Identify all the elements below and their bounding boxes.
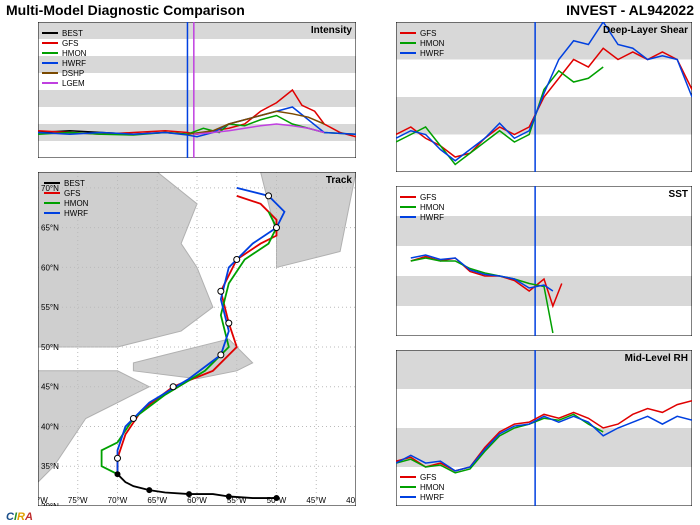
svg-text:Intensity: Intensity	[311, 25, 353, 36]
svg-text:LGEM: LGEM	[62, 79, 85, 88]
panel-intensity: 02040608010012014016021Oct00z22Oct00z23O…	[38, 22, 356, 158]
svg-text:HWRF: HWRF	[420, 49, 444, 58]
svg-text:GFS: GFS	[420, 29, 436, 38]
svg-text:60°N: 60°N	[41, 263, 59, 272]
cira-logo: CIRA	[6, 511, 33, 523]
svg-text:70°N: 70°N	[41, 184, 59, 193]
svg-text:Deep-Layer Shear: Deep-Layer Shear	[603, 25, 688, 36]
svg-text:40°N: 40°N	[41, 422, 59, 431]
svg-text:35°N: 35°N	[41, 462, 59, 471]
svg-text:HMON: HMON	[420, 39, 445, 48]
svg-text:HMON: HMON	[64, 199, 89, 208]
svg-text:HWRF: HWRF	[420, 213, 444, 222]
svg-text:60°W: 60°W	[187, 496, 207, 505]
svg-text:55°N: 55°N	[41, 303, 59, 312]
svg-text:40°W: 40°W	[346, 496, 356, 505]
svg-text:Track: Track	[326, 175, 353, 186]
svg-text:45°W: 45°W	[306, 496, 326, 505]
svg-text:Mid-Level RH: Mid-Level RH	[625, 353, 688, 364]
root: Multi-Model Diagnostic Comparison INVEST…	[0, 0, 700, 525]
panel-shear: 010203040Deep-Layer Shear200-850 hPa She…	[396, 22, 692, 172]
svg-text:30°N: 30°N	[41, 502, 59, 506]
svg-text:BEST: BEST	[62, 29, 83, 38]
svg-text:BEST: BEST	[64, 179, 85, 188]
svg-text:70°W: 70°W	[108, 496, 128, 505]
svg-text:50°N: 50°N	[41, 343, 59, 352]
svg-text:HWRF: HWRF	[64, 209, 88, 218]
svg-text:GFS: GFS	[62, 39, 78, 48]
panel-sst: 222426283032SSTSea Surface Temp (C)GFSHM…	[396, 186, 692, 336]
main-title: Multi-Model Diagnostic Comparison	[6, 2, 245, 18]
svg-text:65°N: 65°N	[41, 224, 59, 233]
svg-text:65°W: 65°W	[147, 496, 167, 505]
svg-text:75°W: 75°W	[68, 496, 88, 505]
cira-r: R	[17, 511, 25, 523]
svg-text:HMON: HMON	[62, 49, 87, 58]
svg-text:HMON: HMON	[420, 483, 445, 492]
storm-id: INVEST - AL942022	[566, 2, 694, 18]
svg-text:SST: SST	[669, 189, 688, 200]
svg-text:45°N: 45°N	[41, 383, 59, 392]
svg-text:GFS: GFS	[420, 193, 436, 202]
svg-text:GFS: GFS	[420, 473, 436, 482]
cira-c: C	[6, 511, 14, 523]
panel-track: 80°W75°W70°W65°W60°W55°W50°W45°W40°W30°N…	[38, 172, 356, 506]
panel-rh: 2040608010021Oct00z22Oct00z23Oct00z24Oct…	[396, 350, 692, 506]
cira-a: A	[25, 511, 33, 523]
svg-text:GFS: GFS	[64, 189, 80, 198]
svg-text:HWRF: HWRF	[62, 59, 86, 68]
svg-text:DSHP: DSHP	[62, 69, 84, 78]
svg-text:HWRF: HWRF	[420, 493, 444, 502]
svg-text:HMON: HMON	[420, 203, 445, 212]
